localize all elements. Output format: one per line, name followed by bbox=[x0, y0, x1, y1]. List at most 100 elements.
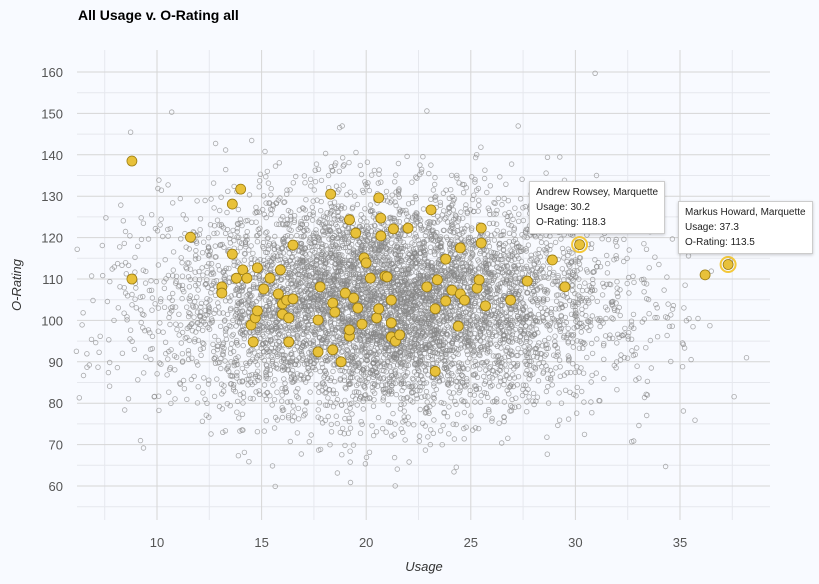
background-point bbox=[501, 399, 508, 405]
background-point bbox=[424, 108, 430, 114]
background-point bbox=[358, 171, 365, 178]
background-point bbox=[312, 328, 318, 334]
background-point bbox=[358, 353, 364, 359]
background-point bbox=[322, 260, 329, 266]
background-point bbox=[583, 303, 589, 310]
background-point bbox=[463, 184, 469, 191]
background-point bbox=[441, 400, 447, 406]
background-point bbox=[106, 359, 113, 366]
background-point bbox=[555, 349, 561, 355]
background-point bbox=[516, 211, 522, 217]
background-point bbox=[247, 395, 254, 402]
background-point bbox=[545, 400, 552, 406]
background-point bbox=[333, 413, 339, 419]
background-point bbox=[241, 250, 248, 257]
background-point bbox=[213, 254, 219, 260]
background-point bbox=[357, 430, 364, 436]
background-point bbox=[476, 259, 482, 265]
background-point bbox=[197, 226, 203, 233]
background-point bbox=[681, 345, 688, 351]
background-point bbox=[327, 442, 333, 448]
background-point bbox=[381, 301, 388, 308]
background-point bbox=[569, 250, 575, 256]
background-point bbox=[303, 196, 309, 203]
background-point bbox=[408, 323, 414, 329]
background-point bbox=[508, 161, 515, 167]
background-point bbox=[600, 280, 606, 287]
background-point bbox=[527, 258, 533, 264]
background-point bbox=[229, 333, 235, 339]
background-point bbox=[252, 285, 259, 291]
background-point bbox=[237, 244, 243, 251]
background-point bbox=[143, 354, 149, 360]
background-point bbox=[431, 380, 437, 387]
background-point bbox=[211, 393, 218, 400]
background-point bbox=[255, 377, 261, 384]
background-point bbox=[494, 322, 500, 329]
background-point bbox=[213, 278, 220, 284]
background-point bbox=[327, 200, 333, 207]
background-point bbox=[454, 172, 460, 179]
background-point bbox=[471, 372, 477, 378]
background-point bbox=[422, 447, 429, 453]
background-point bbox=[242, 243, 249, 250]
background-point bbox=[310, 209, 316, 216]
background-point bbox=[270, 252, 276, 258]
background-point bbox=[140, 293, 146, 300]
background-point bbox=[426, 224, 432, 231]
background-point bbox=[469, 225, 475, 231]
background-point bbox=[340, 315, 346, 321]
background-point bbox=[186, 284, 193, 290]
background-point bbox=[453, 421, 459, 428]
background-point bbox=[265, 235, 271, 241]
background-point bbox=[293, 306, 299, 313]
background-point bbox=[199, 418, 206, 424]
background-point bbox=[403, 364, 409, 370]
background-point bbox=[574, 410, 580, 416]
background-point bbox=[293, 282, 299, 289]
background-point bbox=[446, 280, 452, 286]
background-point bbox=[546, 335, 552, 341]
background-point bbox=[401, 414, 407, 420]
background-point bbox=[523, 263, 530, 269]
background-point bbox=[313, 382, 319, 388]
background-point bbox=[164, 372, 170, 378]
background-point bbox=[385, 220, 391, 226]
background-point bbox=[392, 421, 398, 427]
background-point bbox=[431, 220, 437, 226]
background-point bbox=[239, 427, 245, 433]
background-point bbox=[290, 409, 296, 415]
background-point bbox=[218, 355, 224, 362]
background-point bbox=[427, 244, 434, 250]
background-point bbox=[239, 378, 246, 384]
background-point bbox=[613, 255, 620, 262]
background-point bbox=[477, 366, 483, 372]
background-point bbox=[257, 171, 264, 177]
background-point bbox=[106, 337, 112, 343]
background-point bbox=[149, 345, 155, 352]
background-point bbox=[185, 313, 192, 320]
background-point bbox=[487, 364, 493, 370]
background-point bbox=[301, 173, 308, 179]
background-point bbox=[220, 341, 226, 348]
background-point bbox=[530, 390, 537, 397]
background-point bbox=[450, 201, 456, 207]
background-point bbox=[294, 393, 300, 400]
background-point bbox=[298, 351, 305, 357]
background-point bbox=[327, 399, 334, 406]
background-point bbox=[254, 238, 261, 245]
background-point bbox=[570, 332, 577, 338]
background-point bbox=[445, 211, 451, 217]
background-point bbox=[412, 313, 418, 320]
background-point bbox=[260, 206, 266, 213]
background-point bbox=[628, 336, 635, 342]
background-point bbox=[199, 249, 206, 256]
background-point bbox=[586, 327, 592, 334]
background-point bbox=[494, 264, 500, 271]
background-point bbox=[276, 160, 282, 166]
background-point bbox=[417, 171, 423, 178]
background-point bbox=[155, 185, 161, 192]
background-point bbox=[204, 296, 210, 302]
background-point bbox=[223, 326, 229, 332]
background-point bbox=[606, 335, 612, 341]
